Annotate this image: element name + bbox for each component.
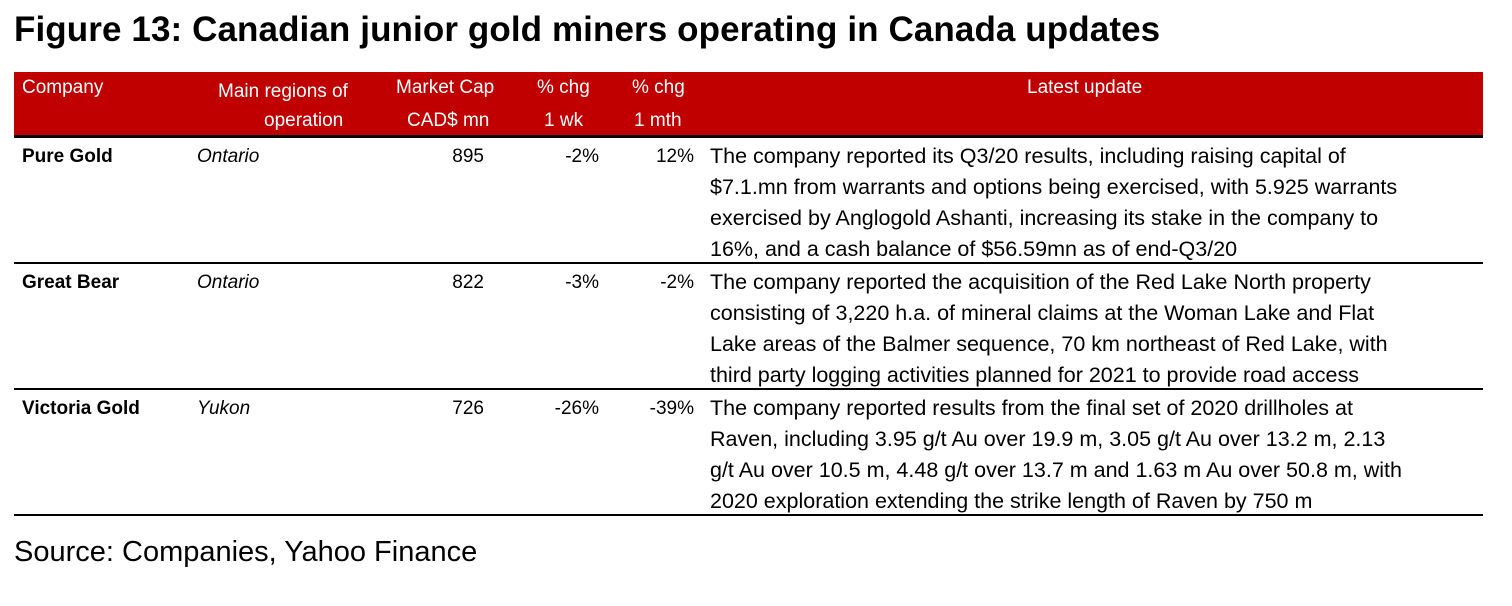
- update-line: third party logging activities planned f…: [710, 363, 1359, 387]
- update-line: consisting of 3,220 h.a. of mineral clai…: [710, 301, 1375, 325]
- chg-1wk: -2%: [565, 146, 599, 167]
- header-mcap-line1: Market Cap: [396, 77, 495, 98]
- market-cap: 895: [452, 146, 484, 167]
- company-name: Great Bear: [22, 272, 120, 293]
- update-line: Lake areas of the Balmer sequence, 70 km…: [710, 332, 1388, 356]
- table-row: Victoria Gold Yukon 726 -26% -39% The co…: [14, 390, 1483, 516]
- latest-update: The company reported the acquisition of …: [710, 267, 1388, 391]
- table-header: Company Main regions of operation Market…: [14, 72, 1483, 138]
- update-line: The company reported the acquisition of …: [710, 270, 1371, 294]
- chg-1wk: -26%: [554, 398, 599, 419]
- chg-1mth: -39%: [649, 398, 694, 419]
- header-company: Company: [22, 77, 104, 98]
- market-cap: 726: [452, 398, 484, 419]
- update-line: $7.1.mn from warrants and options being …: [710, 175, 1398, 199]
- header-1wk-line1: % chg: [537, 77, 590, 98]
- header-1mth-line1: % chg: [632, 77, 685, 98]
- update-line: 16%, and a cash balance of $56.59mn as o…: [710, 237, 1238, 261]
- region: Ontario: [197, 272, 260, 293]
- region: Ontario: [197, 146, 260, 167]
- chg-1wk: -3%: [565, 272, 599, 293]
- update-line: g/t Au over 10.5 m, 4.48 g/t over 13.7 m…: [710, 458, 1402, 482]
- miners-table: Company Main regions of operation Market…: [14, 72, 1483, 516]
- chg-1mth: -2%: [660, 272, 694, 293]
- latest-update: The company reported results from the fi…: [710, 393, 1402, 517]
- update-line: exercised by Anglogold Ashanti, increasi…: [710, 206, 1379, 230]
- source-note: Source: Companies, Yahoo Finance: [14, 536, 478, 568]
- update-line: The company reported its Q3/20 results, …: [710, 144, 1346, 168]
- header-update: Latest update: [1027, 77, 1143, 98]
- update-line: 2020 exploration extending the strike le…: [710, 489, 1313, 513]
- chg-1mth: 12%: [655, 146, 694, 167]
- latest-update: The company reported its Q3/20 results, …: [710, 141, 1397, 265]
- company-name: Pure Gold: [22, 146, 113, 167]
- header-1mth-line2: 1 mth: [634, 110, 682, 131]
- header-region-line2: operation: [264, 110, 344, 131]
- market-cap: 822: [452, 272, 484, 293]
- table-row: Pure Gold Ontario 895 -2% 12% The compan…: [14, 138, 1483, 264]
- header-region-line1: Main regions of: [218, 81, 348, 102]
- update-line: Raven, including 3.95 g/t Au over 19.9 m…: [710, 427, 1386, 451]
- header-mcap-line2: CAD$ mn: [407, 110, 490, 131]
- region: Yukon: [197, 398, 251, 419]
- header-1wk-line2: 1 wk: [544, 110, 584, 131]
- table-row: Great Bear Ontario 822 -3% -2% The compa…: [14, 264, 1483, 390]
- update-line: The company reported results from the fi…: [710, 396, 1353, 420]
- company-name: Victoria Gold: [22, 398, 140, 419]
- figure-title: Figure 13: Canadian junior gold miners o…: [14, 10, 1161, 49]
